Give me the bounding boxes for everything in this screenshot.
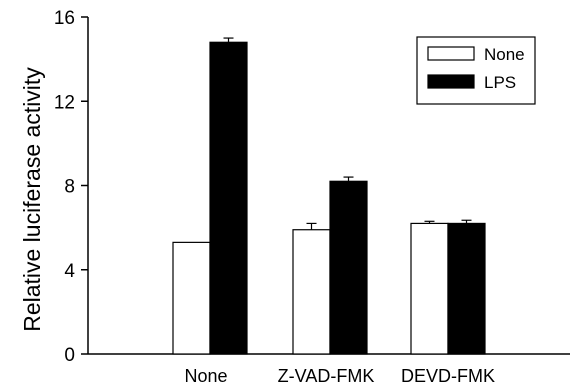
legend-label-lps: LPS (484, 73, 516, 92)
bar-lps-2 (447, 222, 486, 355)
y-tick-label: 16 (54, 8, 75, 29)
legend-swatch-lps (427, 74, 475, 89)
x-category-label: DEVD-FMK (401, 366, 495, 384)
x-category-label: None (184, 366, 227, 384)
bar-none-1 (292, 229, 331, 355)
y-tick-label: 12 (54, 92, 75, 113)
bar-lps-1 (329, 180, 368, 355)
y-axis-label: Relative luciferase activity (19, 67, 45, 332)
legend-swatch-none (427, 46, 475, 61)
y-tick-label: 0 (64, 345, 75, 366)
bar-none-0 (172, 241, 211, 355)
y-tick-label: 4 (64, 261, 75, 282)
x-category-label: Z-VAD-FMK (278, 366, 375, 384)
y-tick-label: 8 (64, 177, 75, 198)
legend-box (416, 36, 536, 105)
legend-label-none: None (484, 45, 525, 64)
bar-none-2 (410, 222, 449, 355)
bar-lps-0 (209, 41, 248, 355)
